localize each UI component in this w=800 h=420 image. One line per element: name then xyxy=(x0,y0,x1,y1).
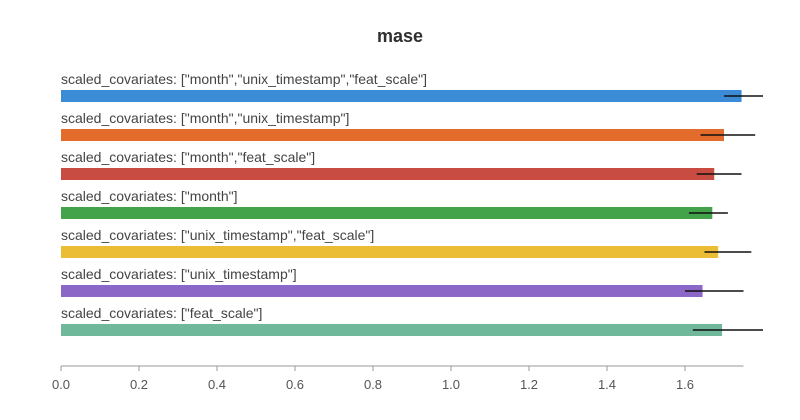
bar-label: scaled_covariates: ["month"] xyxy=(61,188,237,204)
x-tick-label: 0.8 xyxy=(364,377,382,392)
bar xyxy=(61,90,742,102)
bar xyxy=(61,246,719,258)
bar-label: scaled_covariates: ["unix_timestamp","fe… xyxy=(61,227,374,243)
x-axis: 0.0 0.2 0.4 0.6 0.8 1.0 1.2 1.4 1.6 xyxy=(52,365,744,392)
x-tick-label: 0.0 xyxy=(52,377,70,392)
x-tick-label: 1.4 xyxy=(598,377,616,392)
bar-label: scaled_covariates: ["month","feat_scale"… xyxy=(61,149,315,165)
x-tick-label: 0.4 xyxy=(208,377,226,392)
x-tick-label: 1.2 xyxy=(520,377,538,392)
bar xyxy=(61,324,723,336)
x-tick-label: 0.6 xyxy=(286,377,304,392)
bar-label: scaled_covariates: ["month","unix_timest… xyxy=(61,71,427,87)
bars-group: scaled_covariates: ["month","unix_timest… xyxy=(61,71,763,336)
bar-label: scaled_covariates: ["feat_scale"] xyxy=(61,305,262,321)
bar xyxy=(61,285,703,297)
bar xyxy=(61,207,713,219)
x-tick-label: 1.6 xyxy=(676,377,694,392)
bar xyxy=(61,129,724,141)
bar-label: scaled_covariates: ["month","unix_timest… xyxy=(61,110,349,126)
x-tick-label: 1.0 xyxy=(442,377,460,392)
chart-title: mase xyxy=(377,26,423,46)
bar-label: scaled_covariates: ["unix_timestamp"] xyxy=(61,266,297,282)
x-tick-label: 0.2 xyxy=(130,377,148,392)
bar xyxy=(61,168,715,180)
